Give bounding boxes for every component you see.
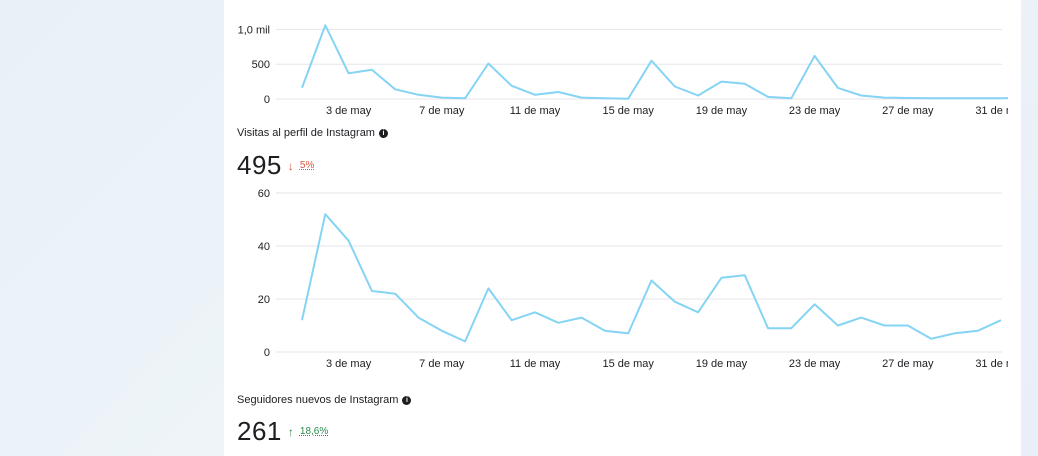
section-title-new-followers: Seguidores nuevos de Instagram i (237, 394, 412, 406)
section-title-profile-visits: Visitas al perfil de Instagram i (237, 127, 388, 139)
x-tick-label: 11 de may (510, 358, 561, 370)
metric-profile-visits: 495 ↓ 5% (237, 150, 314, 181)
section-title-text: Visitas al perfil de Instagram (237, 127, 375, 139)
metric-new-followers: 261 ↑ 18,6% (237, 416, 328, 447)
x-tick-label: 15 de may (603, 105, 655, 117)
x-tick-label: 3 de may (326, 358, 372, 370)
info-icon[interactable]: i (378, 128, 388, 138)
metric-change[interactable]: 5% (299, 160, 315, 171)
info-icon[interactable]: i (402, 395, 412, 405)
chart-reach: 0 500 1,0 mil 3 de may 7 de may 11 de may 15 d… (224, 0, 1021, 122)
x-tick-label: 23 de may (789, 358, 841, 370)
y-tick-label: 0 (264, 347, 270, 359)
y-tick-label: 40 (258, 241, 270, 253)
arrow-down-icon: ↓ (287, 158, 294, 173)
x-tick-label: 3 de may (326, 105, 372, 117)
chart-profile-visits: 0 20 40 60 3 de may 7 de may 11 de may 15 de ma… (224, 185, 1021, 375)
x-tick-label: 15 de may (603, 358, 655, 370)
x-tick-label: 31 de may (975, 105, 1021, 117)
series-line (302, 214, 1001, 341)
y-tick-label: 0 (264, 94, 270, 106)
insights-panel: 0 500 1,0 mil 3 de may 7 de may 11 de may 15 d… (224, 0, 1021, 456)
metric-change[interactable]: 18,6% (299, 426, 329, 437)
metric-value: 261 (237, 416, 282, 446)
series-line (302, 25, 1021, 98)
x-tick-label: 27 de may (882, 358, 934, 370)
x-tick-label: 19 de may (696, 358, 748, 370)
x-tick-label: 27 de may (882, 105, 934, 117)
x-tick-label: 23 de may (789, 105, 841, 117)
x-tick-label: 7 de may (419, 358, 465, 370)
arrow-up-icon: ↑ (287, 424, 294, 439)
y-tick-label: 1,0 mil (238, 24, 270, 36)
x-tick-label: 11 de may (510, 105, 561, 117)
metric-value: 495 (237, 150, 282, 180)
y-tick-label: 60 (258, 188, 270, 200)
y-tick-label: 500 (252, 59, 270, 71)
x-tick-label: 19 de may (696, 105, 748, 117)
x-tick-label: 7 de may (419, 105, 465, 117)
y-tick-label: 20 (258, 294, 270, 306)
section-title-text: Seguidores nuevos de Instagram (237, 394, 399, 406)
x-tick-label: 31 de may (975, 358, 1021, 370)
